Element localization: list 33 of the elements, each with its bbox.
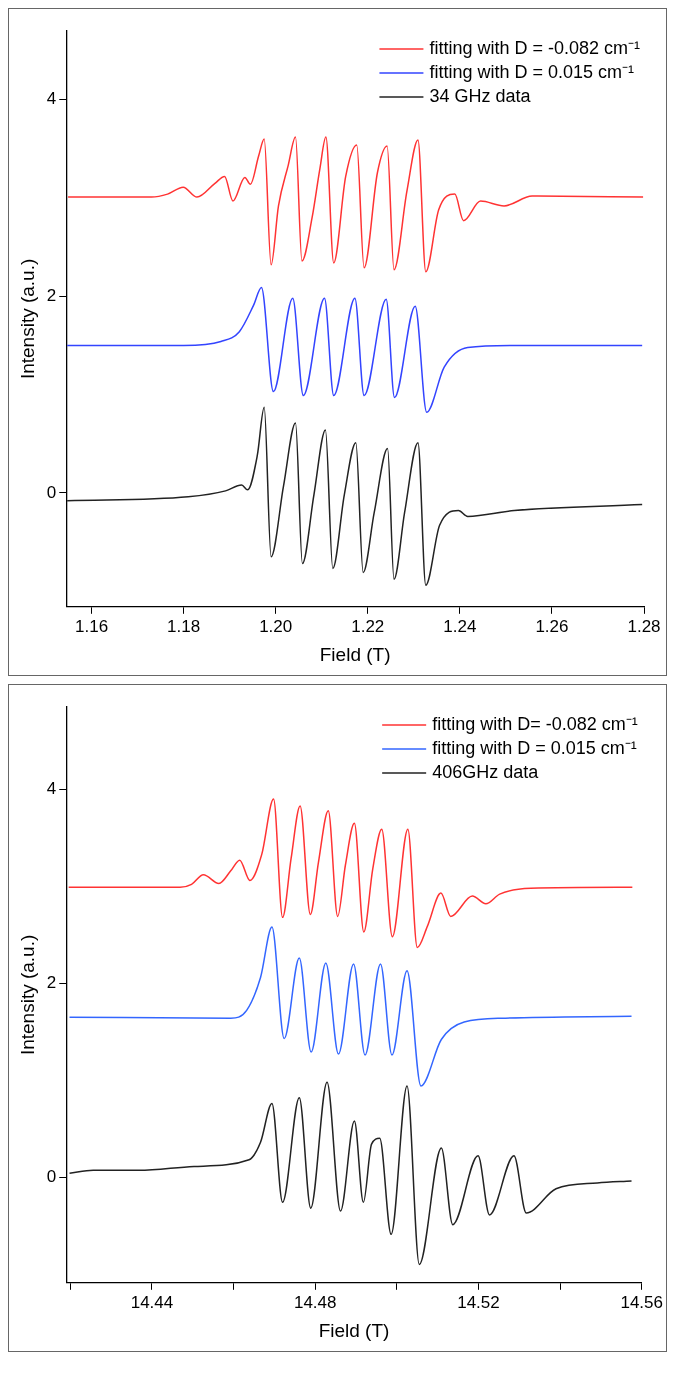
x-tick-label: 14.52 xyxy=(457,1292,500,1312)
line-series xyxy=(66,286,643,413)
y-axis-title: Intensity (a.u.) xyxy=(16,934,38,1056)
x-tick-label: 1.18 xyxy=(167,616,201,636)
y-axis-title: Intensity (a.u.) xyxy=(16,258,38,380)
legend-label: fitting with D = 0.015 cm⁻¹ xyxy=(429,61,635,82)
x-tick-label: 14.48 xyxy=(293,1292,337,1312)
y-tick-label: 2 xyxy=(46,972,57,992)
x-tick-label: 1.26 xyxy=(535,616,569,636)
x-tick-label: 14.44 xyxy=(130,1292,174,1312)
line-series xyxy=(67,798,634,949)
legend-label: 34 GHz data xyxy=(429,85,532,106)
x-axis-title: Field (T) xyxy=(318,1319,390,1341)
x-tick-label: 1.28 xyxy=(627,616,661,636)
x-tick-label: 1.20 xyxy=(259,616,293,636)
x-axis-title: Field (T) xyxy=(319,643,391,665)
x-tick-label: 1.24 xyxy=(443,616,477,636)
y-tick-label: 0 xyxy=(46,482,57,502)
y-tick-label: 4 xyxy=(46,89,57,109)
y-tick-label: 2 xyxy=(46,285,57,305)
legend-label: fitting with D = 0.015 cm⁻¹ xyxy=(432,737,637,758)
x-tick-label: 1.22 xyxy=(351,616,385,636)
x-tick-label: 1.16 xyxy=(75,616,109,636)
legend-label: fitting with D = -0.082 cm⁻¹ xyxy=(429,37,641,58)
legend-label: fitting with D= -0.082 cm⁻¹ xyxy=(432,713,638,734)
line-series xyxy=(68,1081,633,1266)
x-tick-label: 14.56 xyxy=(620,1292,663,1312)
line-series xyxy=(66,406,643,586)
legend-label: 406GHz data xyxy=(432,761,540,782)
line-series xyxy=(68,926,633,1087)
line-series xyxy=(67,136,644,273)
y-tick-label: 4 xyxy=(46,779,57,799)
y-tick-label: 0 xyxy=(46,1166,57,1186)
